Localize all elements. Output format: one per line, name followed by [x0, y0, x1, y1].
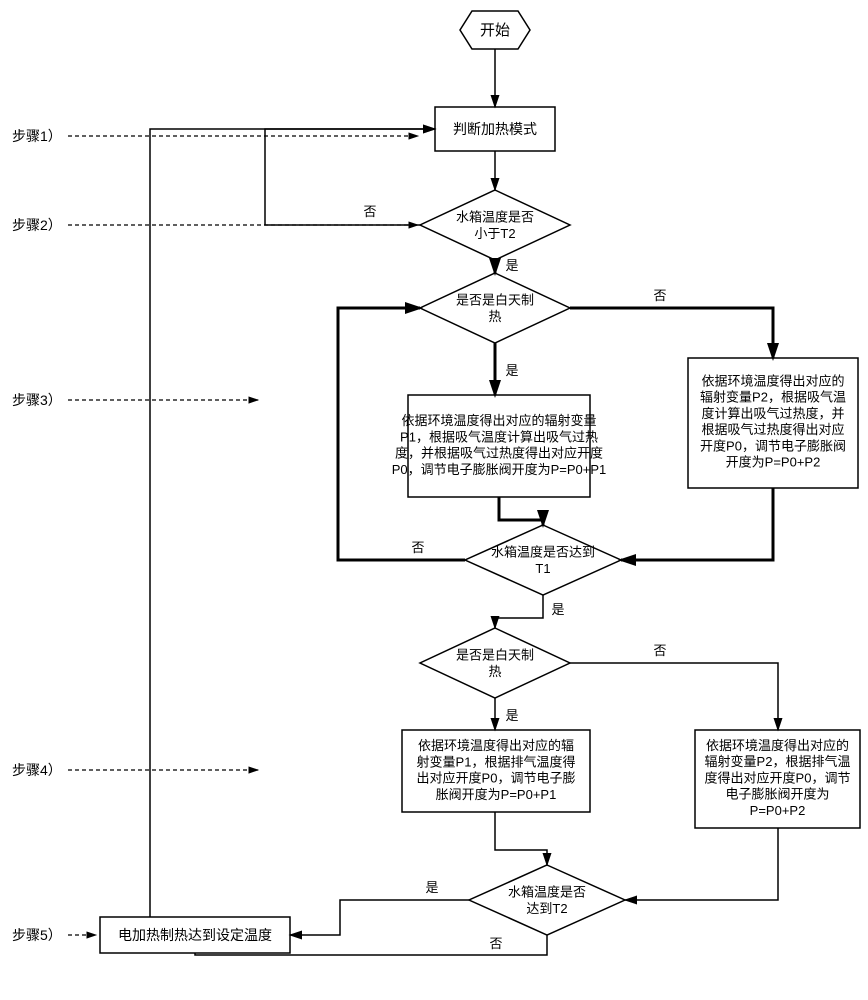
s4-label: 步骤4） [12, 762, 62, 778]
svg-text:小于T2: 小于T2 [474, 226, 515, 241]
edge-label: 是 [505, 708, 518, 723]
edge [499, 497, 543, 525]
edge-label: 否 [363, 204, 376, 219]
svg-text:P1，根据吸气温度计算出吸气过热: P1，根据吸气温度计算出吸气过热 [400, 429, 598, 444]
edge [495, 595, 543, 628]
edge-label: 否 [411, 540, 424, 555]
start-label: 开始 [480, 22, 510, 39]
svg-text:热: 热 [488, 309, 501, 324]
edge-label: 是 [505, 363, 518, 378]
svg-text:辐射变量P2，根据排气温: 辐射变量P2，根据排气温 [705, 754, 851, 769]
svg-text:开度为P=P0+P2: 开度为P=P0+P2 [726, 455, 821, 470]
edge [570, 308, 773, 358]
edge-label: 是 [551, 602, 564, 617]
s2-label: 步骤2） [12, 217, 62, 233]
svg-text:度得出对应开度P0，调节: 度得出对应开度P0，调节 [705, 770, 851, 785]
s1-label: 步骤1） [12, 128, 62, 144]
edge [150, 129, 435, 917]
edge [495, 812, 547, 865]
svg-text:辐射变量P2，根据吸气温: 辐射变量P2，根据吸气温 [700, 390, 846, 405]
svg-text:电子膨胀阀开度为: 电子膨胀阀开度为 [725, 787, 829, 802]
edge-label: 是 [505, 258, 518, 273]
svg-text:是否是白天制: 是否是白天制 [456, 293, 534, 308]
svg-text:判断加热模式: 判断加热模式 [453, 121, 537, 137]
edge-label: 否 [489, 936, 502, 951]
svg-text:P=P0+P2: P=P0+P2 [750, 803, 806, 818]
svg-text:T1: T1 [535, 561, 550, 576]
svg-text:水箱温度是否: 水箱温度是否 [456, 210, 534, 225]
svg-text:水箱温度是否: 水箱温度是否 [508, 885, 586, 900]
edge-label: 否 [653, 288, 666, 303]
svg-text:依据环境温度得出对应的: 依据环境温度得出对应的 [701, 373, 844, 388]
svg-text:依据环境温度得出对应的: 依据环境温度得出对应的 [706, 738, 849, 753]
svg-text:出对应开度P0，调节电子膨: 出对应开度P0，调节电子膨 [417, 771, 576, 786]
svg-text:度计算出吸气过热度，并: 度计算出吸气过热度，并 [701, 406, 844, 421]
svg-text:度，并根据吸气过热度得出对应开度: 度，并根据吸气过热度得出对应开度 [395, 446, 603, 461]
s5-label: 步骤5） [12, 927, 62, 943]
svg-text:依据环境温度得出对应的辐射变量: 依据环境温度得出对应的辐射变量 [401, 413, 596, 428]
svg-text:水箱温度是否达到: 水箱温度是否达到 [491, 545, 595, 560]
svg-text:开度P0，调节电子膨胀阀: 开度P0，调节电子膨胀阀 [700, 438, 846, 453]
svg-text:根据吸气过热度得出对应: 根据吸气过热度得出对应 [701, 422, 844, 437]
svg-text:依据环境温度得出对应的辐: 依据环境温度得出对应的辐 [418, 738, 574, 753]
edge [265, 129, 435, 225]
svg-text:达到T2: 达到T2 [526, 901, 567, 916]
svg-text:热: 热 [488, 664, 501, 679]
edge [290, 900, 469, 935]
flowchart: 开始判断加热模式依据环境温度得出对应的辐射变量P1，根据吸气温度计算出吸气过热度… [0, 0, 868, 1000]
edge [621, 488, 773, 560]
svg-text:胀阀开度为P=P0+P1: 胀阀开度为P=P0+P1 [436, 787, 557, 802]
edge [570, 663, 778, 730]
svg-text:射变量P1，根据排气温度得: 射变量P1，根据排气温度得 [417, 754, 576, 769]
svg-text:电加热制热达到设定温度: 电加热制热达到设定温度 [118, 927, 272, 943]
edge-label: 是 [425, 880, 438, 895]
svg-text:P0，调节电子膨胀阀开度为P=P0+P1: P0，调节电子膨胀阀开度为P=P0+P1 [392, 462, 607, 477]
s3-label: 步骤3） [12, 392, 62, 408]
svg-text:是否是白天制: 是否是白天制 [456, 648, 534, 663]
edge-label: 否 [653, 643, 666, 658]
edge [625, 828, 778, 900]
